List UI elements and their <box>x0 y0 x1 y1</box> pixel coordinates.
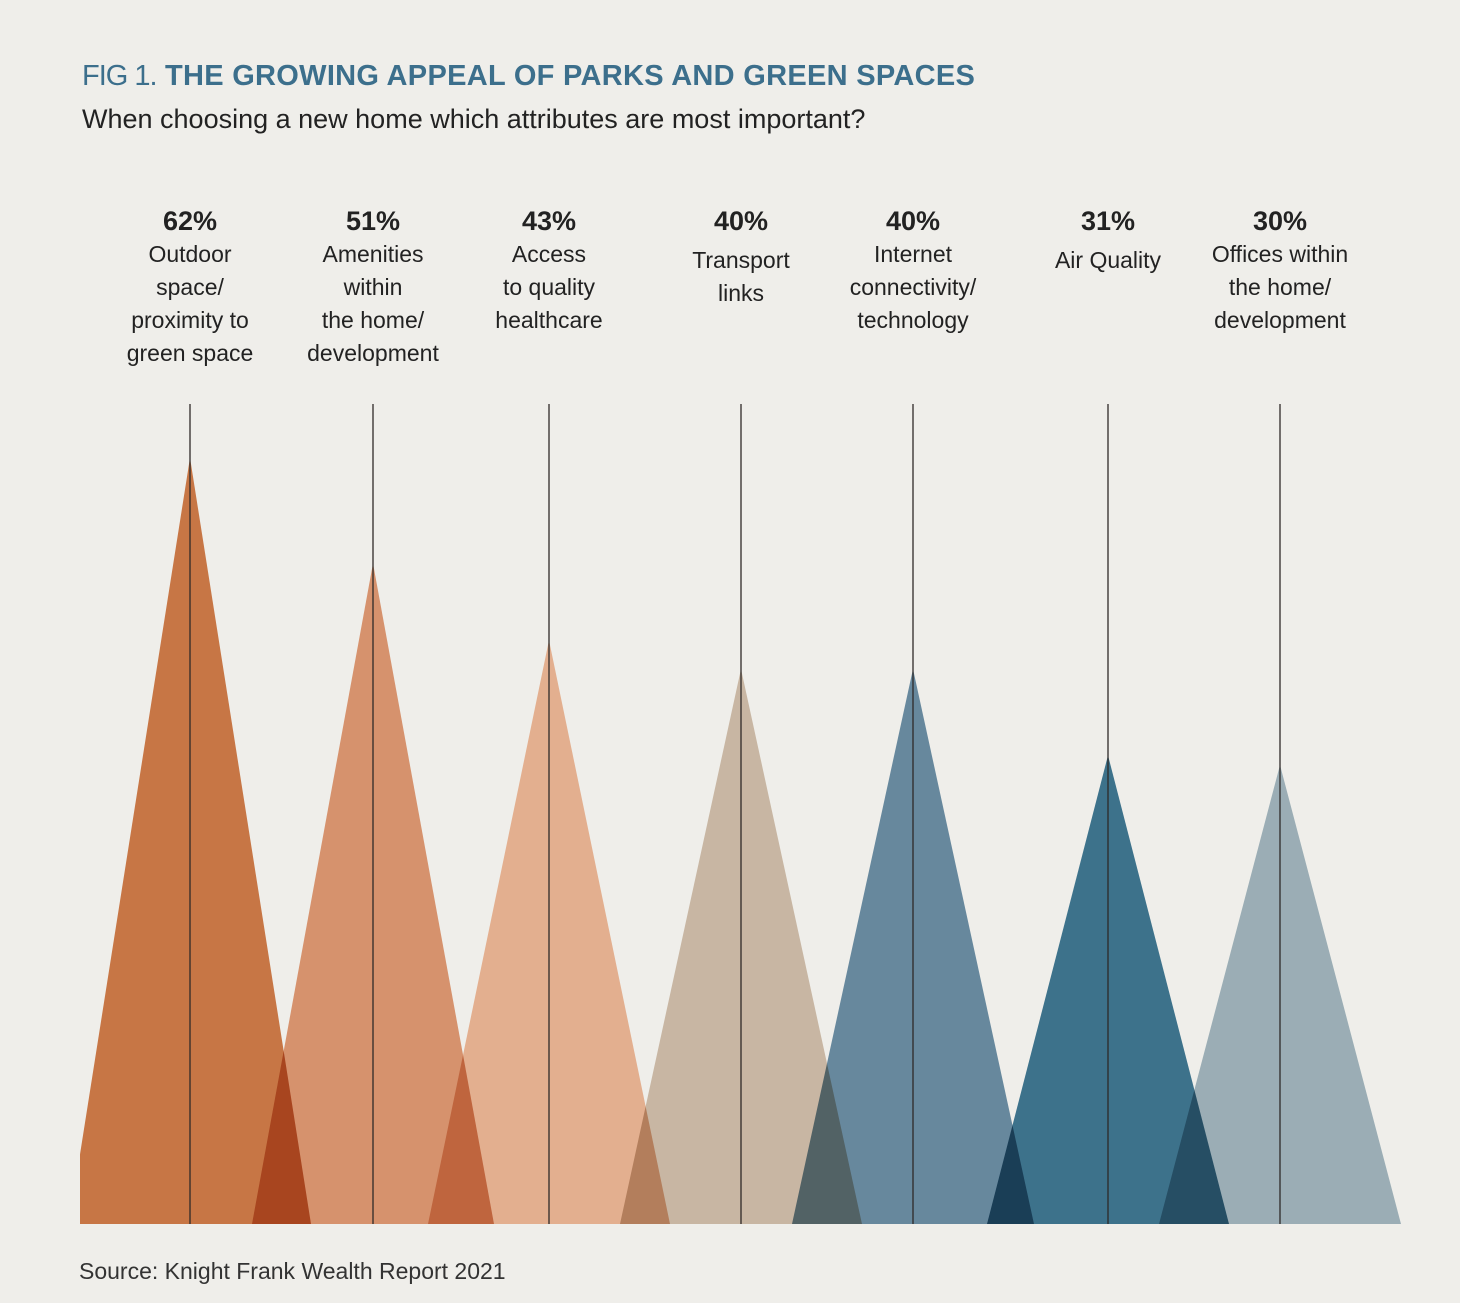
value-label: 43% <box>521 206 577 236</box>
category-name: Outdoor space/ proximity to green space <box>126 241 254 366</box>
category-label: 31% Air Quality <box>1013 204 1203 277</box>
category-label: 51% Amenities within the home/ developmen… <box>278 204 468 370</box>
category-name: Access to quality healthcare <box>495 241 603 333</box>
category-name: Internet connectivity/ technology <box>849 241 977 333</box>
source-note: Source: Knight Frank Wealth Report 2021 <box>79 1258 506 1284</box>
chart-subtitle: When choosing a new home which attribute… <box>82 104 866 134</box>
value-label: 30% <box>1252 206 1308 236</box>
category-name: Amenities within the home/ development <box>307 241 439 366</box>
category-label: 40% Internet connectivity/ technology <box>818 204 1008 337</box>
category-name: Air Quality <box>1054 247 1162 273</box>
value-label: 62% <box>162 206 218 236</box>
category-label: 40% Transport links <box>646 204 836 310</box>
chart-title: FIG 1. THE GROWING APPEAL OF PARKS AND G… <box>82 60 975 93</box>
category-name: Transport links <box>692 247 790 306</box>
figure-number: FIG 1. <box>82 60 158 92</box>
value-label: 40% <box>713 206 769 236</box>
value-label: 40% <box>885 206 941 236</box>
value-label: 51% <box>345 206 401 236</box>
category-label: 43% Access to quality healthcare <box>454 204 644 337</box>
category-name: Offices within the home/ development <box>1211 241 1349 333</box>
category-label: 30% Offices within the home/ development <box>1185 204 1375 337</box>
title-text: THE GROWING APPEAL OF PARKS AND GREEN SP… <box>164 60 976 92</box>
triangle-bar <box>80 457 311 1224</box>
value-label: 31% <box>1080 206 1136 236</box>
category-label: 62% Outdoor space/ proximity to green spa… <box>95 204 285 370</box>
triangles <box>80 457 1401 1224</box>
